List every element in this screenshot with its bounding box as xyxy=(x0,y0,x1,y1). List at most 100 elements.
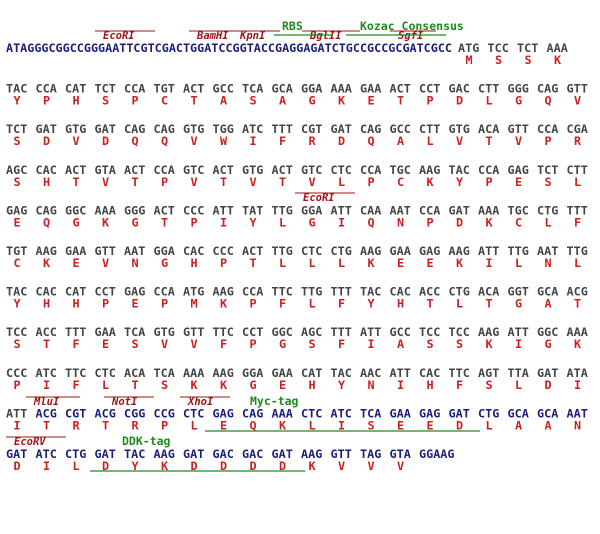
codon: ATT xyxy=(213,203,234,217)
codon: GAA xyxy=(272,366,293,380)
codon: CTC xyxy=(183,406,204,420)
codon: CAG xyxy=(154,122,175,136)
amino-acid: T xyxy=(574,297,581,311)
codon: GCA xyxy=(537,285,558,299)
codon: GTG xyxy=(242,163,263,177)
amino-acid: L xyxy=(279,215,286,229)
codon: TTT xyxy=(65,325,86,339)
amino-acid: T xyxy=(161,215,168,229)
amino-acid: W xyxy=(220,134,228,148)
codon: GAG xyxy=(124,285,145,299)
amino-acid: L xyxy=(73,459,80,473)
codon: CAG xyxy=(36,203,57,217)
amino-acid: Y xyxy=(456,175,464,189)
codon: CTC xyxy=(331,163,352,177)
amino-acid: L xyxy=(515,378,522,392)
codon: TCC xyxy=(6,325,27,339)
codon: GAT xyxy=(183,447,204,461)
codon: CTT xyxy=(478,82,499,96)
codon: CAC xyxy=(419,366,440,380)
codon: CCA xyxy=(478,163,499,177)
codon: AAA xyxy=(478,203,499,217)
amino-acid: K xyxy=(43,256,51,270)
amino-acid: D xyxy=(220,459,227,473)
amino-acid: E xyxy=(220,418,227,432)
amino-acid: D xyxy=(43,134,50,148)
codon: AAA xyxy=(567,325,588,339)
amino-acid: G xyxy=(309,94,316,108)
amino-acid: P xyxy=(43,94,50,108)
amino-acid: N xyxy=(545,256,552,270)
codon: GGA xyxy=(301,82,322,96)
amino-acid: V xyxy=(250,175,257,189)
amino-acid: I xyxy=(338,215,345,229)
amino-acid: P xyxy=(161,175,168,189)
amino-acid: V xyxy=(456,134,463,148)
amino-acid: P xyxy=(191,215,198,229)
amino-acid: K xyxy=(486,337,494,351)
codon: AAA xyxy=(272,406,293,420)
amino-acid: N xyxy=(574,418,581,432)
codon: AAA xyxy=(331,82,352,96)
codon: ATG xyxy=(183,285,204,299)
amino-acid: F xyxy=(220,337,227,351)
amino-acid: P xyxy=(486,175,493,189)
amino-acid: Q xyxy=(250,418,257,432)
codon: GAA xyxy=(95,325,116,339)
codon: ACA xyxy=(478,122,499,136)
amino-acid: K xyxy=(161,459,169,473)
amino-acid: N xyxy=(397,215,404,229)
amino-acid: G xyxy=(161,256,168,270)
codon: GAG xyxy=(6,203,27,217)
codon: GAT xyxy=(449,406,470,420)
amino-acid: K xyxy=(102,215,110,229)
codon: CAT xyxy=(301,366,322,380)
codon: GAT xyxy=(449,203,470,217)
amino-acid: H xyxy=(427,378,434,392)
amino-acid: T xyxy=(43,337,50,351)
amino-acid: L xyxy=(309,297,316,311)
codon: TTT xyxy=(567,203,588,217)
amino-acid: L xyxy=(486,94,493,108)
amino-acid: I xyxy=(486,256,493,270)
amino-acid: K xyxy=(220,378,228,392)
codon: TCC xyxy=(449,325,470,339)
amino-acid: P xyxy=(132,94,139,108)
codon: CGT xyxy=(301,122,322,136)
feature-label: Kozac Consensus xyxy=(360,19,464,33)
codon: ACG xyxy=(567,285,588,299)
codon: ACA xyxy=(478,285,499,299)
codon: TGT xyxy=(6,244,27,258)
codon: CCA xyxy=(419,203,440,217)
codon: TCT xyxy=(517,41,538,55)
amino-acid: P xyxy=(427,94,434,108)
codon: CCA xyxy=(537,122,558,136)
codon: ATC xyxy=(242,122,263,136)
codon: TAG xyxy=(360,447,381,461)
amino-acid: F xyxy=(574,215,581,229)
codon: CGA xyxy=(567,122,588,136)
codon: GAT xyxy=(95,122,116,136)
codon: TAC xyxy=(6,285,27,299)
restriction-site: BglII xyxy=(309,30,342,42)
amino-acid: T xyxy=(427,297,434,311)
amino-acid: V xyxy=(161,337,168,351)
amino-acid: K xyxy=(220,297,228,311)
codon: GCA xyxy=(272,82,293,96)
codon: CCA xyxy=(242,285,263,299)
codon: TCA xyxy=(360,406,381,420)
codon: GAC xyxy=(449,82,470,96)
amino-acid: D xyxy=(545,378,552,392)
codon: ACA xyxy=(124,366,145,380)
codon: TTG xyxy=(567,244,588,258)
codon: CCT xyxy=(95,285,116,299)
codon: CGT xyxy=(65,406,86,420)
amino-acid: L xyxy=(574,256,581,270)
restriction-site: MluI xyxy=(33,396,60,408)
codon: TAC xyxy=(6,82,27,96)
amino-acid: R xyxy=(309,134,317,148)
codon: GGG xyxy=(124,203,145,217)
amino-acid: F xyxy=(338,297,345,311)
codon: CGG xyxy=(124,406,145,420)
amino-acid: P xyxy=(427,215,434,229)
